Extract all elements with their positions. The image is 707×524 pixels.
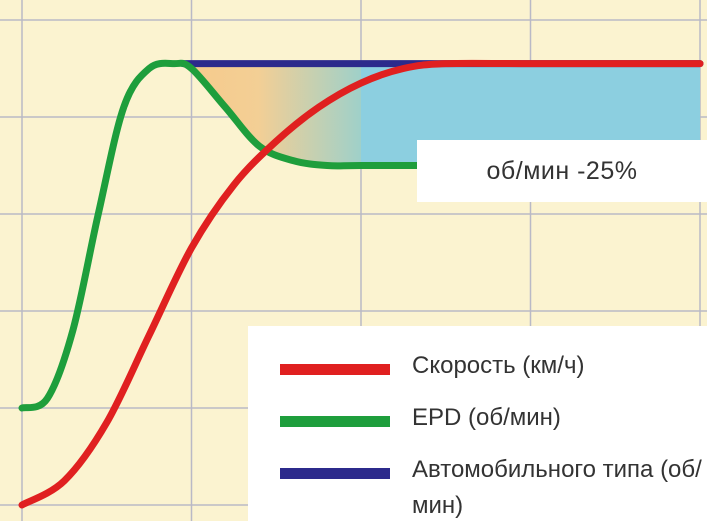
rpm-reduction-annotation: об/мин -25%: [417, 140, 707, 202]
legend-item-speed: Скорость (км/ч): [248, 342, 707, 402]
speed-line: [18, 59, 704, 509]
chart-legend: Скорость (км/ч) EPD (об/мин) Автомобильн…: [248, 326, 707, 521]
legend-label-speed: Скорость (км/ч): [412, 352, 585, 379]
legend-label-automatic: Автомобильного типа (об/мин): [412, 456, 702, 519]
legend-label-epd: EPD (об/мин): [412, 404, 561, 431]
legend-swatch-epd: [280, 416, 390, 427]
legend-swatch-automatic: [280, 468, 390, 479]
legend-swatch-speed: [280, 364, 390, 375]
rpm-difference-shade: [174, 63, 361, 166]
legend-item-epd: EPD (об/мин): [248, 394, 707, 454]
legend-item-automatic: Автомобильного типа (об/мин): [248, 446, 707, 519]
